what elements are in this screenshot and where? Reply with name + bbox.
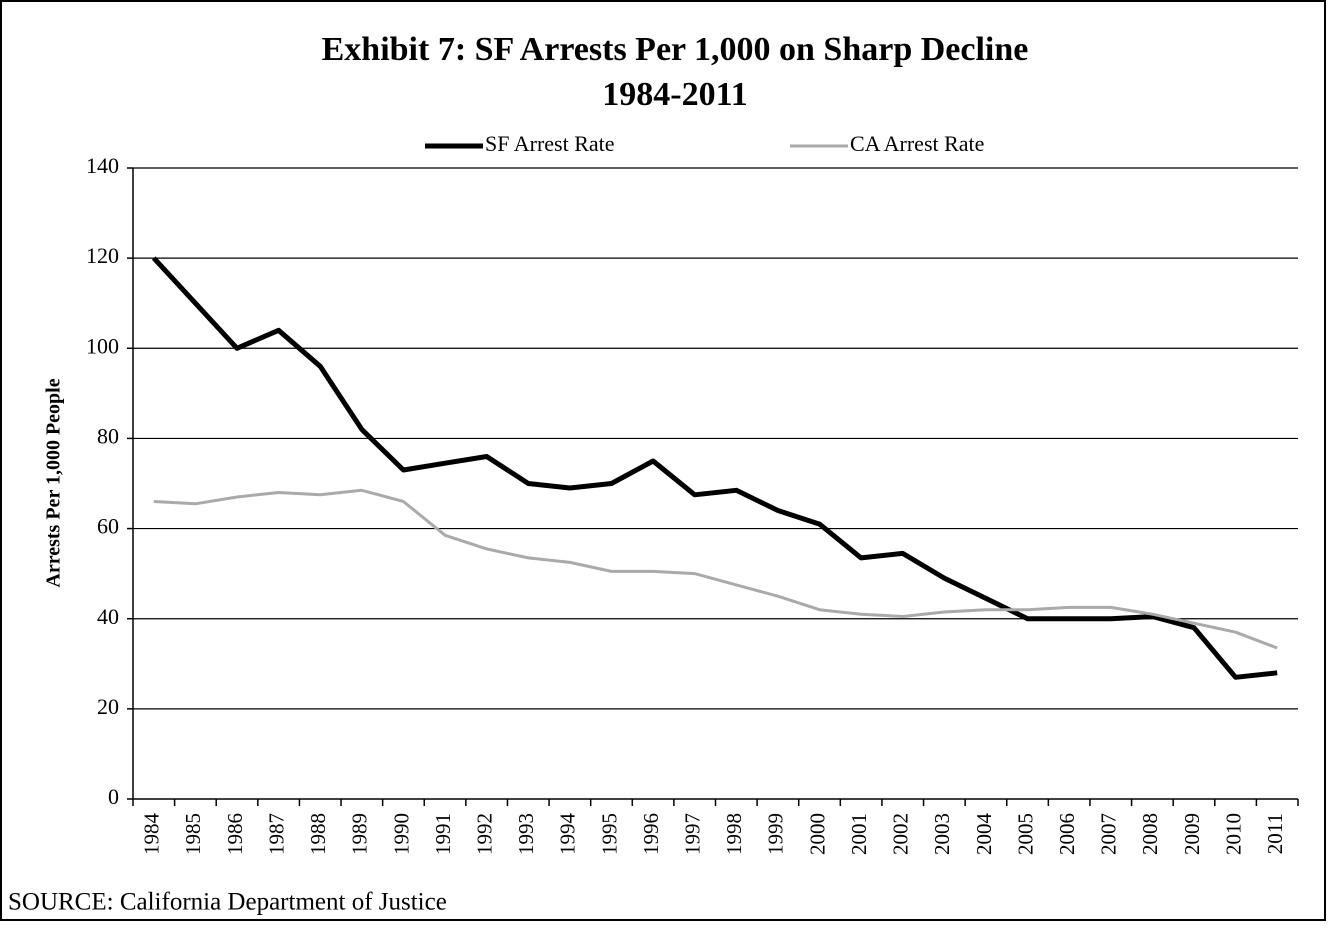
x-tick-label: 1998 (722, 813, 746, 855)
x-tick-label: 1984 (140, 813, 164, 856)
x-tick-label: 1986 (223, 813, 247, 855)
x-tick-label: 2009 (1180, 813, 1204, 855)
y-tick-label: 100 (86, 333, 119, 358)
x-tick-label: 2002 (889, 813, 913, 855)
x-tick-label: 1997 (681, 813, 705, 855)
chart-title: Exhibit 7: SF Arrests Per 1,000 on Sharp… (322, 31, 1029, 68)
x-tick-label: 1999 (764, 813, 788, 855)
legend-label: CA Arrest Rate (850, 131, 984, 156)
source-note: SOURCE: California Department of Justice (8, 889, 447, 916)
x-tick-label: 1993 (514, 813, 538, 855)
x-tick-label: 1996 (639, 813, 663, 855)
x-tick-label: 2006 (1055, 813, 1079, 855)
x-tick-label: 1991 (431, 813, 455, 855)
x-tick-label: 2007 (1097, 813, 1121, 855)
x-tick-label: 1994 (556, 813, 580, 856)
x-tick-label: 1992 (472, 813, 496, 855)
y-tick-label: 140 (86, 153, 119, 178)
x-tick-label: 1989 (348, 813, 372, 855)
x-tick-label: 1987 (264, 813, 288, 855)
legend-label: SF Arrest Rate (485, 131, 615, 156)
x-tick-label: 2011 (1263, 813, 1287, 854)
y-tick-label: 20 (97, 694, 119, 719)
y-tick-label: 120 (86, 243, 119, 268)
x-tick-label: 1985 (181, 813, 205, 855)
x-tick-label: 2000 (805, 813, 829, 855)
x-tick-label: 2008 (1138, 813, 1162, 855)
y-tick-label: 80 (97, 423, 119, 448)
x-tick-label: 2003 (930, 813, 954, 855)
y-axis-label: Arrests Per 1,000 People (43, 378, 65, 587)
chart-subtitle: 1984-2011 (602, 76, 747, 113)
y-tick-label: 60 (97, 514, 119, 539)
x-tick-label: 2005 (1013, 813, 1037, 855)
x-tick-label: 2001 (847, 813, 871, 855)
series-line (153, 488, 1278, 650)
y-tick-label: 0 (108, 784, 119, 809)
x-tick-label: 1990 (389, 813, 413, 855)
y-tick-label: 40 (97, 604, 119, 629)
series-line (151, 256, 1278, 680)
x-tick-label: 2004 (972, 813, 996, 856)
x-tick-label: 2010 (1221, 813, 1245, 855)
x-tick-label: 1995 (597, 813, 621, 855)
x-tick-label: 1988 (306, 813, 330, 855)
